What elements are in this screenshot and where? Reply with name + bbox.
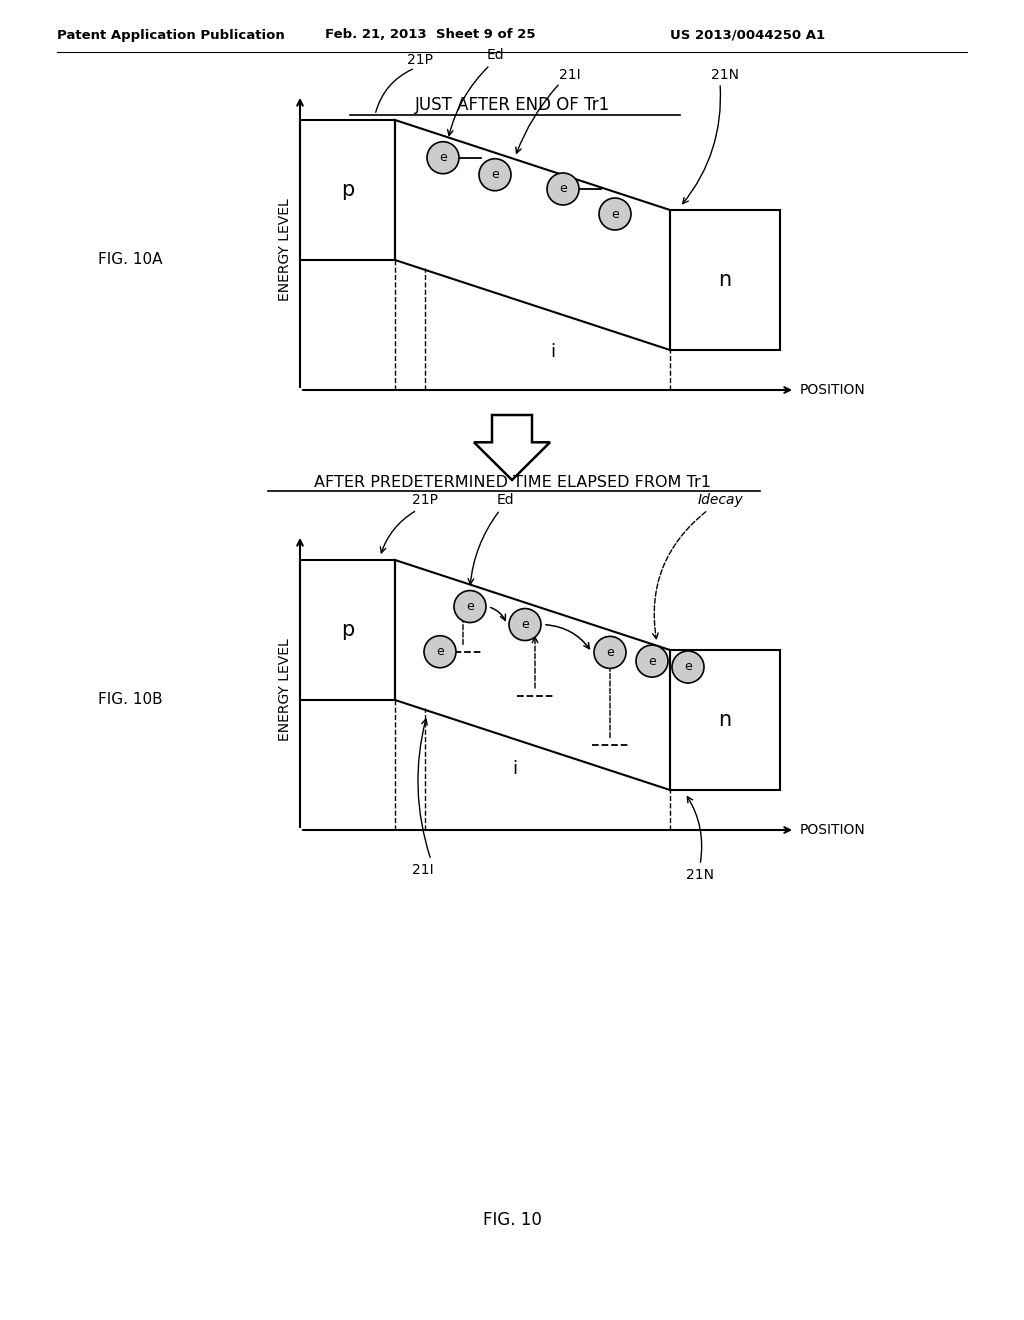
Text: 21N: 21N xyxy=(686,869,714,882)
Text: e: e xyxy=(648,655,656,668)
Text: POSITION: POSITION xyxy=(800,822,865,837)
Text: n: n xyxy=(719,710,731,730)
Circle shape xyxy=(424,636,456,668)
Circle shape xyxy=(427,141,459,174)
Text: 21P: 21P xyxy=(412,492,438,507)
Text: POSITION: POSITION xyxy=(800,383,865,397)
Text: 21I: 21I xyxy=(559,69,581,82)
Text: FIG. 10: FIG. 10 xyxy=(482,1210,542,1229)
Circle shape xyxy=(599,198,631,230)
Circle shape xyxy=(594,636,626,668)
Text: ENERGY LEVEL: ENERGY LEVEL xyxy=(278,639,292,742)
Text: e: e xyxy=(611,207,618,220)
Circle shape xyxy=(454,590,486,623)
Text: 21N: 21N xyxy=(711,69,739,82)
Circle shape xyxy=(636,645,668,677)
Text: p: p xyxy=(341,180,354,201)
Text: Ed: Ed xyxy=(486,48,504,62)
Circle shape xyxy=(509,609,541,640)
Text: e: e xyxy=(684,660,692,673)
Text: Feb. 21, 2013  Sheet 9 of 25: Feb. 21, 2013 Sheet 9 of 25 xyxy=(325,29,536,41)
Text: i: i xyxy=(512,760,517,779)
Polygon shape xyxy=(474,414,550,480)
Text: FIG. 10B: FIG. 10B xyxy=(97,693,163,708)
Text: e: e xyxy=(466,601,474,612)
Text: e: e xyxy=(559,182,567,195)
Text: ENERGY LEVEL: ENERGY LEVEL xyxy=(278,198,292,301)
Text: e: e xyxy=(436,645,443,659)
Text: e: e xyxy=(521,618,528,631)
Text: e: e xyxy=(439,152,446,164)
Text: 21I: 21I xyxy=(413,863,434,876)
Circle shape xyxy=(479,158,511,190)
Text: JUST AFTER END OF Tr1: JUST AFTER END OF Tr1 xyxy=(415,96,609,114)
Text: e: e xyxy=(492,168,499,181)
Text: FIG. 10A: FIG. 10A xyxy=(97,252,162,268)
Text: 21P: 21P xyxy=(407,53,433,67)
Text: Ed: Ed xyxy=(497,492,514,507)
Circle shape xyxy=(672,651,705,682)
Text: US 2013/0044250 A1: US 2013/0044250 A1 xyxy=(670,29,825,41)
Text: p: p xyxy=(341,620,354,640)
Text: n: n xyxy=(719,271,731,290)
Text: i: i xyxy=(550,343,555,360)
Circle shape xyxy=(547,173,579,205)
Text: AFTER PREDETERMINED TIME ELAPSED FROM Tr1: AFTER PREDETERMINED TIME ELAPSED FROM Tr… xyxy=(313,475,711,490)
Text: Patent Application Publication: Patent Application Publication xyxy=(57,29,285,41)
Text: e: e xyxy=(606,645,613,659)
Text: Idecay: Idecay xyxy=(698,492,743,507)
